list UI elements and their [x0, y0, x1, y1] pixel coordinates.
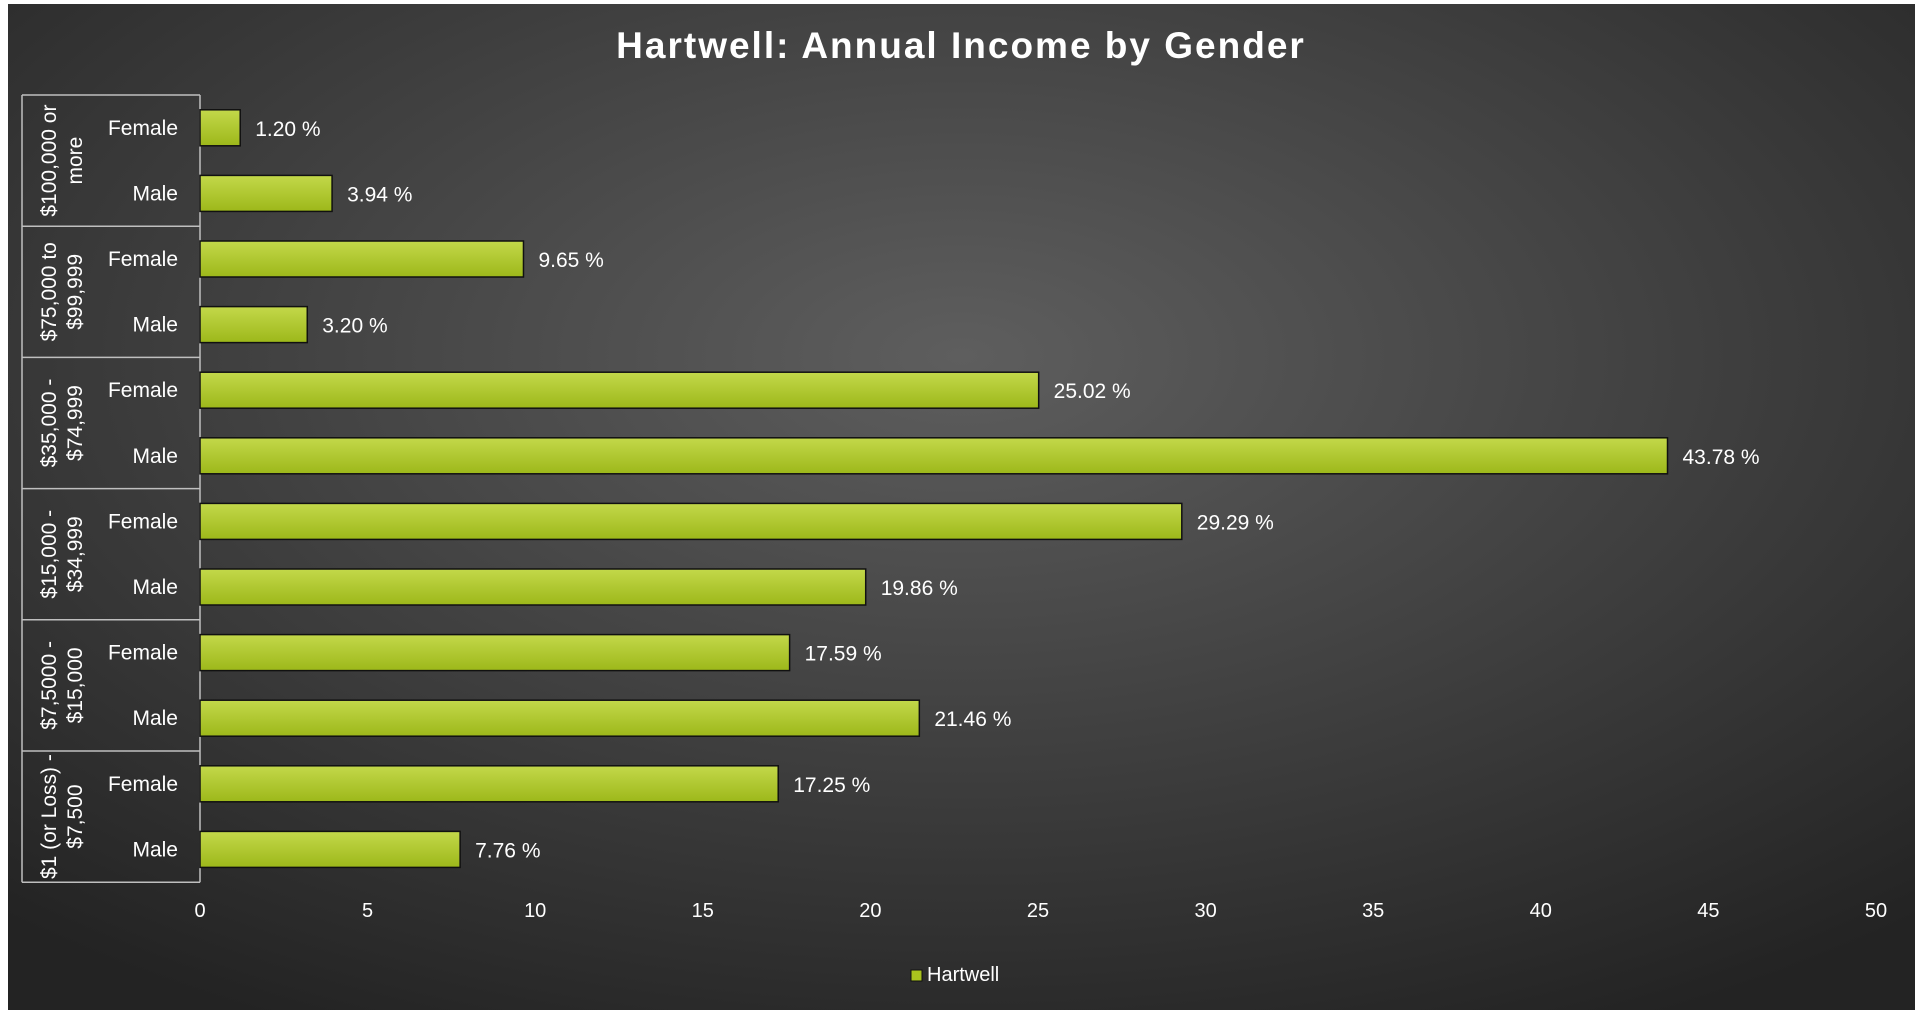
data-label: 21.46 %	[934, 708, 1011, 731]
data-label: 3.94 %	[347, 183, 412, 206]
data-label: 9.65 %	[538, 249, 603, 272]
group-label: $75,000 to $99,999	[38, 242, 87, 341]
x-tick-label: 30	[1194, 900, 1216, 922]
x-tick-label: 25	[1027, 900, 1049, 922]
bar-male	[199, 699, 921, 737]
axis-layer	[21, 94, 201, 883]
data-label: 3.20 %	[322, 315, 387, 338]
bar-male	[199, 568, 867, 606]
x-tick-label: 45	[1697, 900, 1719, 922]
bar-female	[199, 371, 1040, 409]
bar-male	[199, 174, 333, 213]
category-label: Female	[108, 773, 178, 796]
category-label: Female	[108, 510, 178, 533]
data-label: 43.78 %	[1683, 446, 1760, 469]
x-tick-label: 35	[1362, 900, 1384, 922]
legend: Hartwell	[910, 964, 999, 986]
bar-male	[199, 305, 309, 344]
group-label: $100,000 or more	[38, 105, 87, 217]
x-tick-label: 40	[1530, 900, 1552, 922]
bar-female	[199, 240, 525, 278]
bar-female	[199, 633, 791, 672]
data-label: 19.86 %	[881, 577, 958, 600]
bars-layer	[199, 109, 1669, 869]
group-label: $7,5000 - $15,000	[38, 641, 87, 730]
data-label: 25.02 %	[1054, 380, 1131, 403]
data-label: 17.25 %	[793, 774, 870, 797]
category-label: Male	[132, 576, 178, 599]
bar-female	[199, 502, 1183, 541]
category-label: Male	[132, 707, 178, 730]
group-label: $15,000 - $34,999	[38, 510, 87, 599]
bar-female	[199, 109, 241, 147]
data-label: 7.76 %	[475, 839, 540, 862]
income-bar-chart: Hartwell: Annual Income by Gender $100,0…	[8, 4, 1915, 1010]
data-label: 1.20 %	[255, 118, 320, 141]
legend-label: Hartwell	[927, 964, 999, 986]
x-tick-label: 10	[524, 900, 546, 922]
category-label: Male	[132, 314, 178, 337]
bar-male	[199, 437, 1669, 475]
category-label: Female	[108, 642, 178, 665]
chart-title: Hartwell: Annual Income by Gender	[616, 25, 1306, 66]
category-label: Male	[132, 838, 178, 861]
x-tick-label: 50	[1865, 900, 1887, 922]
category-label: Female	[108, 117, 178, 140]
data-label: 17.59 %	[805, 643, 882, 666]
category-label: Female	[108, 248, 178, 271]
x-tick-label: 15	[692, 900, 714, 922]
bar-male	[199, 830, 461, 869]
chart-container: Hartwell: Annual Income by Gender $100,0…	[8, 4, 1915, 1010]
x-tick-label: 0	[194, 900, 205, 922]
group-label: $35,000 - $74,999	[38, 379, 87, 468]
group-label: $1 (or Loss) - $7,500	[38, 754, 87, 879]
x-tick-label: 5	[362, 900, 373, 922]
x-tick-label: 20	[859, 900, 881, 922]
data-label: 29.29 %	[1197, 511, 1274, 534]
category-label: Female	[108, 379, 178, 402]
category-label: Male	[132, 445, 178, 468]
category-label: Male	[132, 182, 178, 205]
bar-female	[199, 765, 779, 803]
legend-swatch	[910, 969, 923, 982]
labels-layer: $100,000 or more $75,000 to $99,999 $35,000 …	[38, 105, 1887, 923]
